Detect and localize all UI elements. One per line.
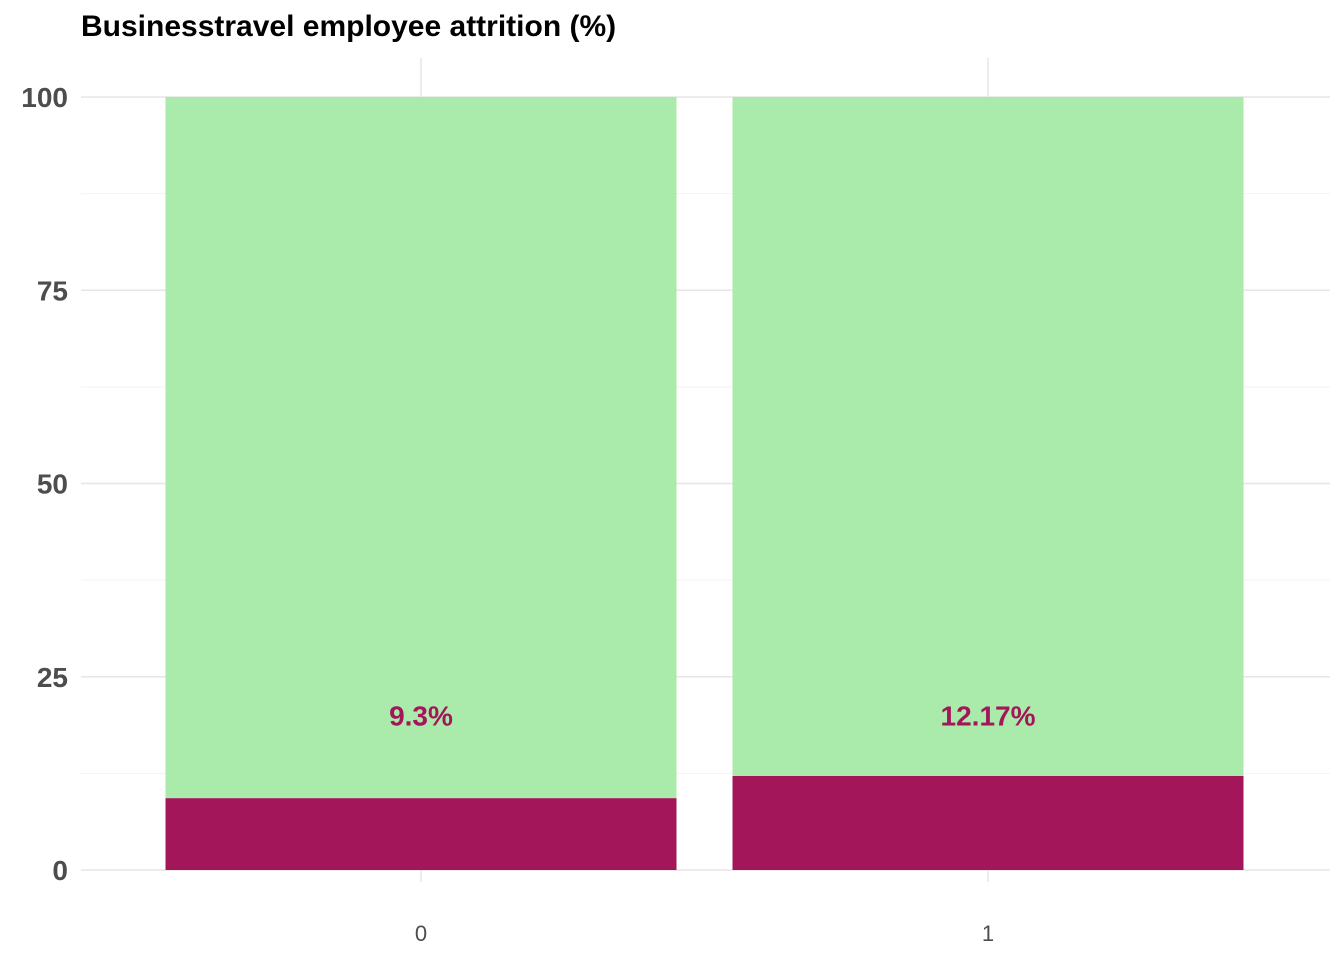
y-tick-label: 50 (37, 469, 68, 500)
y-tick-label: 100 (21, 82, 68, 113)
data-label-0: 9.3% (389, 700, 453, 731)
x-tick-label: 0 (415, 921, 427, 946)
chart-title: Businesstravel employee attrition (%) (81, 10, 617, 43)
y-tick-label: 25 (37, 662, 68, 693)
bar-segment-0-0 (165, 798, 677, 870)
data-label-1: 12.17% (941, 700, 1036, 731)
bar-segment-1-0 (732, 775, 1244, 870)
bar-segment-0-1 (165, 97, 677, 799)
y-tick-label: 0 (52, 855, 68, 886)
bars (165, 97, 1244, 870)
y-axis: 0 25 50 75 100 (21, 82, 68, 886)
y-tick-label: 75 (37, 275, 68, 306)
data-labels: 9.3% 12.17% (389, 700, 1035, 731)
bar-segment-1-1 (732, 97, 1244, 776)
x-tick-label: 1 (982, 921, 994, 946)
